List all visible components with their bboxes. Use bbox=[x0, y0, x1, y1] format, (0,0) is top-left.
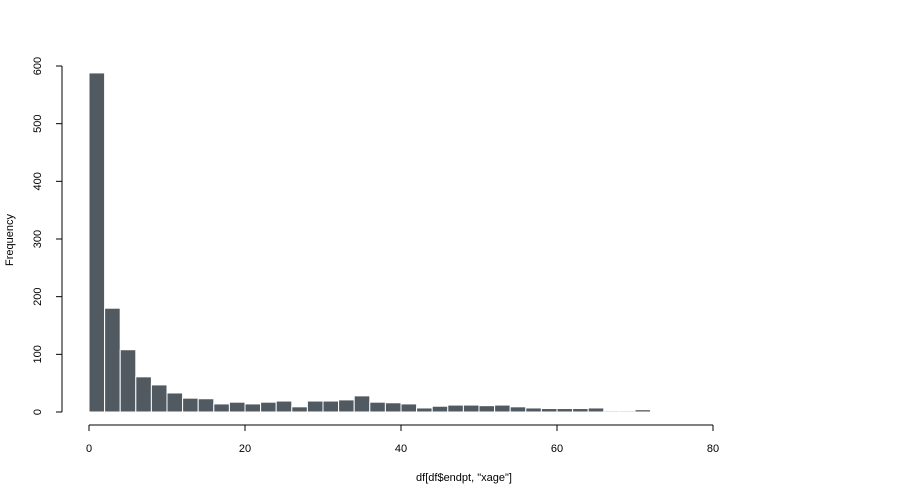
bar bbox=[291, 406, 308, 413]
bar bbox=[213, 403, 230, 413]
x-tick-label: 60 bbox=[551, 443, 563, 455]
bar bbox=[525, 407, 542, 413]
bar bbox=[353, 395, 371, 413]
bar bbox=[306, 400, 324, 413]
bar bbox=[416, 407, 433, 413]
bar bbox=[556, 408, 574, 413]
x-tick-label: 40 bbox=[395, 443, 407, 455]
bar bbox=[384, 402, 402, 413]
bar bbox=[572, 408, 589, 413]
y-tick-label: 500 bbox=[32, 114, 44, 132]
bar bbox=[166, 392, 184, 413]
bar bbox=[634, 409, 652, 413]
bar bbox=[462, 404, 480, 413]
bar bbox=[447, 404, 464, 413]
bar bbox=[540, 408, 558, 413]
bar bbox=[587, 407, 605, 413]
bar bbox=[182, 397, 199, 413]
bar bbox=[135, 376, 152, 413]
bar bbox=[494, 404, 511, 413]
bar bbox=[228, 401, 246, 413]
bar bbox=[119, 349, 137, 413]
bar bbox=[400, 403, 418, 413]
y-tick-label: 0 bbox=[32, 409, 44, 415]
bar bbox=[431, 405, 449, 413]
bar bbox=[322, 400, 340, 413]
x-axis-label: df[df$endpt, "xage"] bbox=[416, 472, 512, 484]
bar bbox=[478, 405, 496, 413]
bar bbox=[260, 401, 277, 413]
bar bbox=[369, 401, 386, 413]
bar bbox=[509, 406, 527, 413]
y-tick-label: 600 bbox=[32, 57, 44, 75]
bar bbox=[197, 398, 215, 413]
bar bbox=[275, 400, 293, 413]
y-tick-label: 400 bbox=[32, 172, 44, 190]
bar bbox=[104, 307, 121, 413]
bar bbox=[150, 384, 168, 413]
x-tick-label: 20 bbox=[239, 443, 251, 455]
bar bbox=[603, 410, 620, 413]
bar bbox=[618, 410, 636, 413]
x-tick-label: 80 bbox=[707, 443, 719, 455]
bar bbox=[244, 403, 262, 413]
y-tick-label: 300 bbox=[32, 230, 44, 248]
y-axis-label: Frequency bbox=[4, 214, 16, 266]
y-tick-label: 100 bbox=[32, 345, 44, 363]
bar bbox=[88, 72, 106, 413]
x-tick-label: 0 bbox=[86, 443, 92, 455]
y-tick-label: 200 bbox=[32, 287, 44, 305]
bar bbox=[338, 399, 355, 413]
